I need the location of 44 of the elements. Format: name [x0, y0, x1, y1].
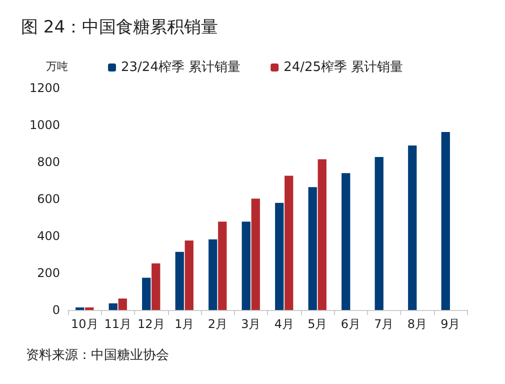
bar — [408, 146, 417, 310]
x-tick-label: 11月 — [104, 317, 132, 331]
x-tick-label: 4月 — [274, 317, 294, 331]
y-tick-label: 400 — [37, 229, 60, 243]
bar — [342, 173, 350, 310]
bar — [142, 278, 151, 310]
y-axis-title: 万吨 — [46, 60, 68, 73]
chart-title: 图 24：中国食糖累积销量 — [21, 18, 218, 38]
legend-label: 23/24榨季 累计销量 — [121, 60, 241, 75]
bar — [318, 159, 326, 310]
y-tick-label: 0 — [52, 303, 60, 317]
x-tick-label: 10月 — [70, 317, 98, 331]
bar — [275, 202, 284, 310]
bar — [284, 176, 294, 310]
x-tick-label: 8月 — [407, 317, 427, 331]
bar — [242, 222, 250, 310]
bar — [308, 187, 317, 310]
bar — [76, 307, 84, 310]
y-tick-label: 1000 — [29, 118, 60, 132]
y-tick-label: 200 — [37, 266, 60, 280]
bar — [251, 198, 260, 310]
text: 资料来源：中国糖业协会 — [26, 348, 169, 363]
bar — [118, 298, 127, 310]
bar — [85, 307, 94, 310]
bar — [175, 252, 184, 310]
bar — [441, 132, 450, 310]
y-tick-label: 1200 — [29, 81, 60, 95]
x-tick-label: 2月 — [208, 317, 228, 331]
bar — [184, 240, 194, 310]
legend-label: 24/25榨季 累计销量 — [284, 60, 404, 75]
x-tick-label: 1月 — [174, 317, 194, 331]
bar — [218, 222, 227, 310]
x-tick-label: 7月 — [374, 317, 394, 331]
bar — [208, 239, 218, 310]
x-tick-label: 9月 — [440, 317, 460, 331]
bar — [374, 157, 384, 310]
x-tick-label: 12月 — [137, 317, 165, 331]
y-tick-label: 800 — [37, 155, 60, 169]
y-tick-label: 600 — [37, 192, 60, 206]
bar — [152, 263, 160, 310]
bar — [108, 303, 118, 310]
x-tick-label: 6月 — [340, 317, 360, 331]
x-tick-label: 5月 — [308, 317, 328, 331]
x-tick-label: 3月 — [241, 317, 261, 331]
